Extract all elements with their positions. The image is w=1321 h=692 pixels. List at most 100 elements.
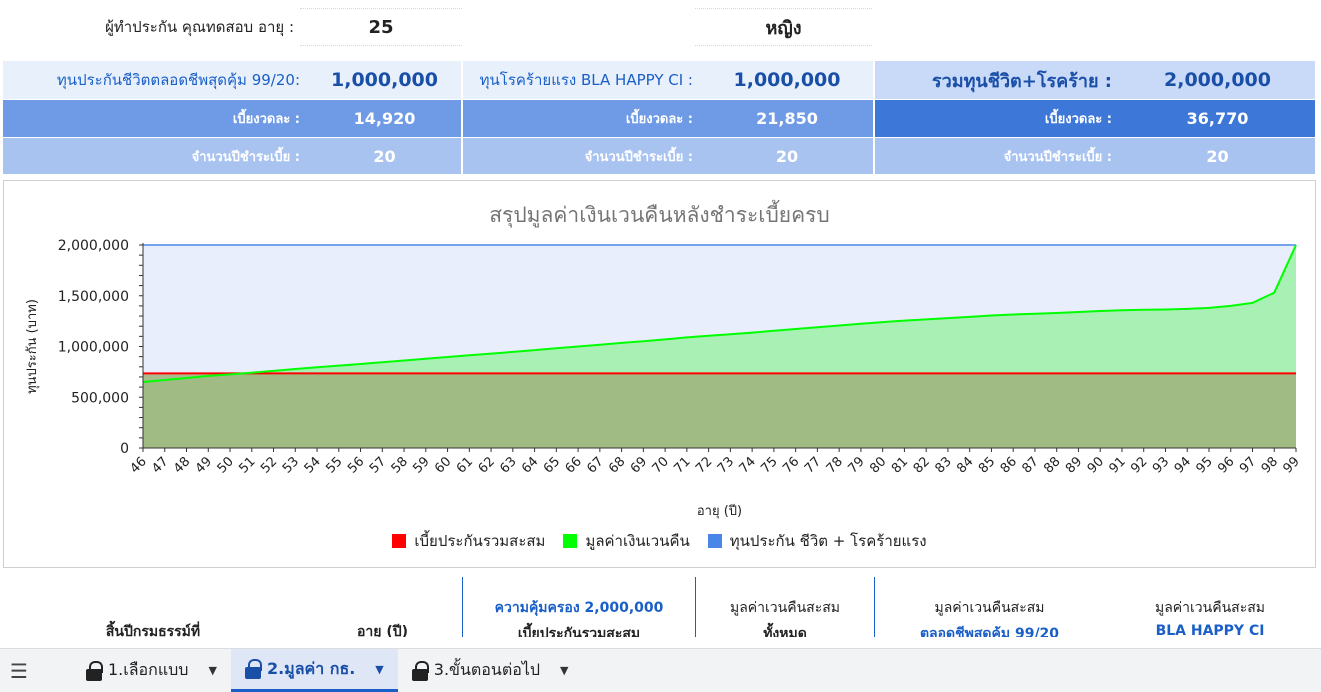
- x-tick-label: 60: [432, 454, 454, 476]
- y-tick-label: 500,000: [71, 390, 129, 406]
- x-tick-label: 66: [563, 454, 585, 476]
- caret-down-icon[interactable]: ▼: [208, 664, 217, 677]
- total-years-value: 20: [1120, 138, 1315, 174]
- x-tick-label: 94: [1172, 454, 1194, 476]
- x-tick-label: 98: [1259, 454, 1281, 476]
- x-tick-label: 54: [302, 454, 324, 476]
- tab-next-steps[interactable]: 3.ขั้นตอนต่อไป ▼: [398, 649, 583, 692]
- x-tick-label: 57: [367, 454, 389, 476]
- total-premium-value: 36,770: [1120, 100, 1315, 137]
- chart-legend: เบี้ยประกันรวมสะสม มูลค่าเงินเวนคืน ทุนป…: [4, 529, 1315, 553]
- th-cash-ci: มูลค่าเวนคืนสะสม BLA HAPPY CI: [1154, 600, 1266, 637]
- ci-sum-value: 1,000,000: [701, 61, 873, 99]
- ci-premium-value: 21,850: [701, 100, 873, 137]
- x-tick-label: 85: [976, 454, 998, 476]
- x-tick-label: 95: [1194, 454, 1216, 476]
- life-years-value: 20: [308, 138, 461, 174]
- x-tick-label: 64: [519, 454, 541, 476]
- legend-swatch-premium: [392, 534, 407, 548]
- life-sum-label: ทุนประกันชีวิตตลอดชีพสุดคุ้ม 99/20:: [3, 61, 308, 99]
- life-sum-value: 1,000,000: [308, 61, 461, 99]
- tab-policy-value[interactable]: 2.มูลค่า กธ. ▼: [230, 649, 398, 692]
- x-tick-label: 88: [1041, 454, 1063, 476]
- ci-years-value: 20: [701, 138, 873, 174]
- x-tick-label: 48: [171, 454, 193, 476]
- y-tick-label: 1,000,000: [58, 340, 129, 356]
- x-tick-label: 61: [454, 454, 476, 476]
- lock-icon: [86, 660, 103, 681]
- x-tick-label: 75: [758, 454, 780, 476]
- total-premium-label: เบี้ยงวดละ :: [875, 100, 1120, 137]
- tab-label: 2.มูลค่า กธ.: [266, 658, 356, 678]
- x-tick-label: 80: [867, 454, 889, 476]
- insured-age: 25: [300, 8, 462, 46]
- x-tick-label: 63: [497, 454, 519, 476]
- x-tick-label: 47: [149, 454, 171, 476]
- x-tick-label: 62: [476, 454, 498, 476]
- chart-title: สรุปมูลค่าเงินเวนคืนหลังชำระเบี้ยครบ: [489, 203, 830, 227]
- x-tick-label: 86: [998, 454, 1020, 476]
- x-tick-label: 87: [1019, 454, 1041, 476]
- legend-swatch-sum-insured: [707, 534, 722, 548]
- x-tick-label: 78: [824, 454, 846, 476]
- ci-premium-label: เบี้ยงวดละ :: [463, 100, 701, 137]
- cash-value-chart: สรุปมูลค่าเงินเวนคืนหลังชำระเบี้ยครบ 0 50…: [3, 180, 1316, 568]
- insured-gender: หญิง: [695, 8, 872, 46]
- lock-icon: [411, 660, 429, 681]
- x-tick-label: 71: [671, 454, 693, 476]
- th-cash-total: มูลค่าเวนคืนสะสม ทั้งหมด: [695, 577, 874, 637]
- tab-label: 1.เลือกแบบ: [108, 660, 189, 679]
- tab-select-plan[interactable]: 1.เลือกแบบ ▼: [72, 649, 231, 692]
- y-tick-label: 0: [120, 441, 129, 457]
- x-tick-label: 53: [280, 454, 302, 476]
- x-tick-label: 69: [628, 454, 650, 476]
- y-tick-label: 2,000,000: [58, 238, 129, 254]
- caret-down-icon[interactable]: ▼: [375, 662, 384, 676]
- ci-sum-label: ทุนโรคร้ายแรง BLA HAPPY CI :: [463, 61, 701, 99]
- x-tick-label: 56: [345, 454, 367, 476]
- th-coverage: ความคุ้มครอง 2,000,000 เบี้ยประกันรวมสะส…: [462, 577, 695, 637]
- total-sum-value: 2,000,000: [1120, 61, 1315, 99]
- x-tick-label: 72: [693, 454, 715, 476]
- x-tick-label: 70: [650, 454, 672, 476]
- x-tick-label: 65: [541, 454, 563, 476]
- x-tick-label: 46: [128, 454, 150, 476]
- x-tick-label: 96: [1215, 454, 1237, 476]
- total-sum-label: รวมทุนชีวิต+โรคร้าย :: [875, 61, 1120, 99]
- x-tick-label: 59: [410, 454, 432, 476]
- tab-label: 3.ขั้นตอนต่อไป: [433, 660, 541, 679]
- y-axis-label: ทุนประกัน (บาท): [25, 299, 40, 394]
- caret-down-icon[interactable]: ▼: [560, 664, 569, 677]
- legend-swatch-cash-value: [563, 534, 578, 548]
- insured-label: ผู้ทำประกัน คุณทดสอบ อายุ :: [105, 18, 294, 36]
- area-premium: [143, 373, 1296, 448]
- x-tick-label: 89: [1063, 454, 1085, 476]
- sheet-tab-bar: ☰ 1.เลือกแบบ ▼ 2.มูลค่า กธ. ▼ 3.ขั้นตอนต…: [0, 648, 1321, 692]
- x-tick-label: 55: [323, 454, 345, 476]
- lock-icon: [244, 659, 262, 679]
- x-tick-label: 68: [606, 454, 628, 476]
- x-tick-label: 83: [932, 454, 954, 476]
- ci-years-label: จำนวนปีชำระเบี้ย :: [463, 138, 701, 174]
- x-tick-label: 51: [236, 454, 258, 476]
- x-tick-label: 67: [584, 454, 606, 476]
- x-tick-label: 92: [1128, 454, 1150, 476]
- x-tick-label: 97: [1237, 454, 1259, 476]
- x-tick-label: 50: [215, 454, 237, 476]
- legend-item-premium: เบี้ยประกันรวมสะสม: [392, 529, 545, 553]
- th-age: อายุ (ปี): [356, 624, 409, 637]
- total-years-label: จำนวนปีชำระเบี้ย :: [875, 138, 1120, 174]
- legend-item-sum-insured: ทุนประกัน ชีวิต + โรคร้ายแรง: [707, 529, 927, 553]
- x-tick-label: 99: [1281, 454, 1303, 476]
- hamburger-icon[interactable]: ☰: [10, 658, 28, 683]
- x-tick-label: 76: [780, 454, 802, 476]
- legend-item-cash-value: มูลค่าเงินเวนคืน: [563, 529, 690, 553]
- x-tick-label: 73: [715, 454, 737, 476]
- y-tick-label: 1,500,000: [58, 289, 129, 305]
- x-tick-label: 58: [389, 454, 411, 476]
- x-tick-label: 52: [258, 454, 280, 476]
- chart-plot: 0 500,000 1,000,000 1,500,000 2,000,000 46 47 4…: [25, 238, 1303, 519]
- x-tick-label: 84: [954, 454, 976, 476]
- x-tick-label: 77: [802, 454, 824, 476]
- x-tick-label: 93: [1150, 454, 1172, 476]
